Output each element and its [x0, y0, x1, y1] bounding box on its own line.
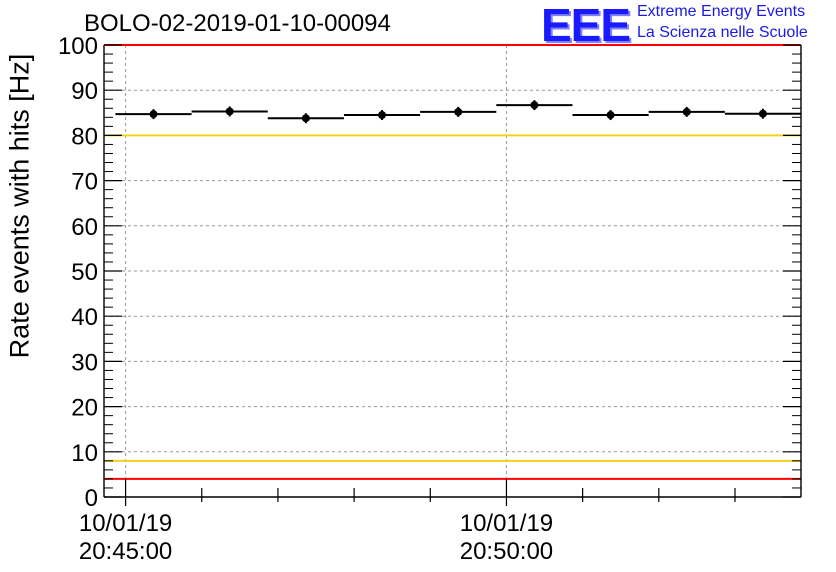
y-tick-label: 0 — [85, 485, 98, 512]
eee-logo-mark: EEE — [541, 0, 631, 51]
eee-logo-line1: Extreme Energy Events — [637, 3, 806, 20]
x-tick-label-date: 10/01/19 — [460, 510, 553, 537]
eee-logo: EEE Extreme Energy Events La Scienza nel… — [541, 0, 831, 51]
y-tick-label: 80 — [71, 123, 98, 150]
data-point — [225, 107, 234, 116]
y-tick-label: 30 — [71, 349, 98, 376]
y-tick-label: 10 — [71, 440, 98, 467]
y-tick-label: 50 — [71, 259, 98, 286]
data-point — [301, 114, 310, 123]
data-point — [682, 107, 691, 116]
y-axis-label: Rate events with hits [Hz] — [4, 53, 35, 359]
data-point — [378, 111, 387, 120]
y-tick-label: 70 — [71, 169, 98, 196]
x-tick-label-time: 20:50:00 — [460, 538, 553, 565]
data-point — [606, 111, 615, 120]
x-tick-label-date: 10/01/19 — [79, 510, 172, 537]
eee-logo-line2: La Scienza nelle Scuole — [637, 24, 808, 41]
data-point — [149, 110, 158, 119]
y-tick-label: 90 — [71, 78, 98, 105]
chart-title: BOLO-02-2019-01-10-00094 — [84, 10, 391, 37]
y-tick-label: 60 — [71, 214, 98, 241]
y-tick-label: 100 — [58, 33, 98, 60]
y-tick-label: 20 — [71, 395, 98, 422]
y-tick-label: 40 — [71, 304, 98, 331]
x-tick-label-time: 20:45:00 — [79, 538, 172, 565]
data-point — [530, 101, 539, 110]
data-point — [758, 109, 767, 118]
data-point — [454, 107, 463, 116]
